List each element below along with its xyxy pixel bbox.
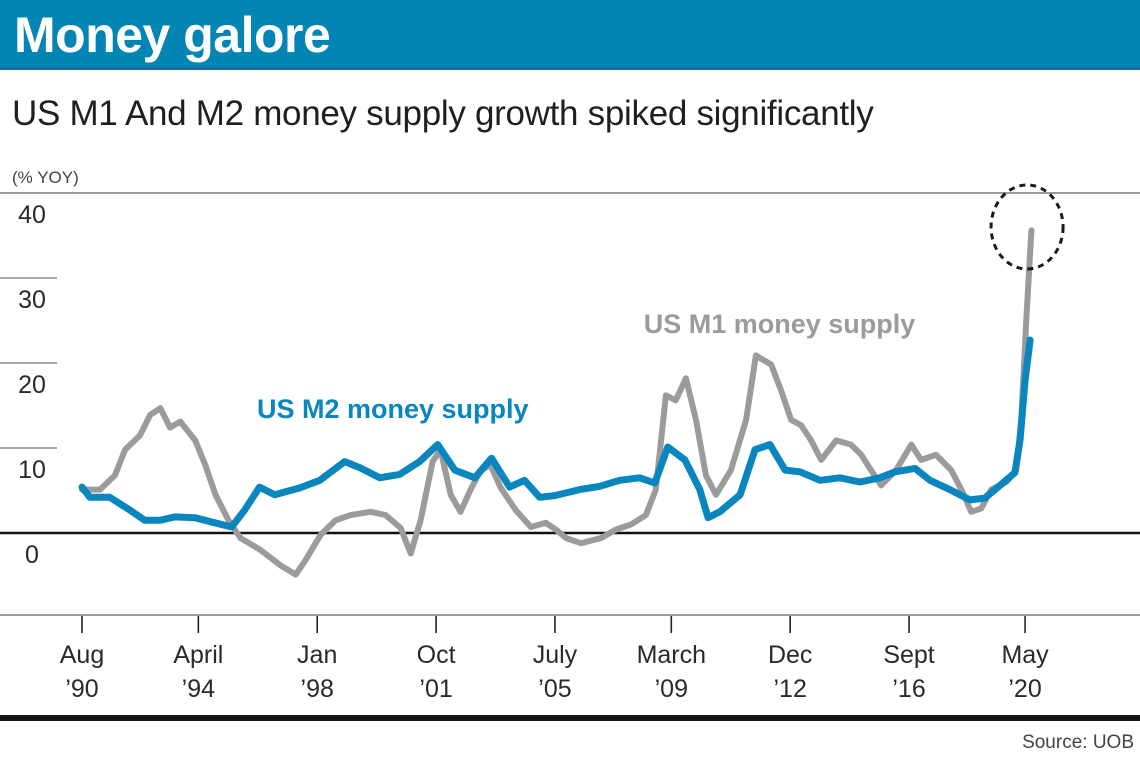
x-tick-label: Aug ’90 [27,638,137,706]
x-tick-label-month: April [173,641,224,669]
x-tick-label-month: March [636,641,707,669]
x-tick-label-month: July [532,641,578,669]
annotations [989,183,1065,271]
x-tick-label-month: Oct [416,641,456,669]
title-banner: Money galore [0,0,1140,70]
x-tick-label-year: ’16 [892,675,926,703]
x-tick-label-year: ’20 [1008,675,1042,703]
x-tick-label-year: ’05 [538,675,572,703]
x-tick-label-month: Sept [883,641,935,669]
x-tick-label: Sept ’16 [854,638,964,706]
x-tick-label-year: ’90 [65,675,99,703]
source-note: Source: UOB [1022,732,1134,753]
footer-rule [0,715,1140,721]
x-tick-label: Oct ’01 [381,638,491,706]
x-tick-label-year: ’94 [181,675,216,703]
y-tick-label: 40 [18,201,46,229]
x-tick-label: Jan ’98 [262,638,372,706]
x-tick-label-year: ’98 [300,675,334,703]
x-tick-label: Dec ’12 [735,638,845,706]
x-axis-line [0,614,1140,616]
y-tick-label: 0 [25,541,39,569]
chart-subtitle: US M1 And M2 money supply growth spiked … [12,94,874,133]
x-tick-label-year: ’09 [654,675,688,703]
peak-highlight-circle [989,183,1065,271]
x-tick-label-year: ’01 [419,675,453,703]
y-axis-unit-label: (% YOY) [12,168,79,187]
x-tick-label: April ’94 [143,638,253,706]
x-tick-label: July ’05 [500,638,610,706]
plot-top-rule [0,192,1140,194]
x-tick-label-month: Aug [59,641,105,669]
y-tick-label: 10 [18,456,46,484]
x-tick-label: March ’09 [616,638,726,706]
series-lines [78,227,1035,578]
x-tick-label: May ’20 [970,638,1080,706]
x-tick-label-month: Jan [297,641,338,669]
y-tick-label: 20 [18,371,46,399]
series-label-m1: US M1 money supply [643,308,916,339]
y-tick-label: 30 [18,286,46,314]
x-axis-ticks [81,616,1026,633]
x-tick-label-month: May [1001,641,1049,669]
series-label-m2: US M2 money supply [256,393,529,424]
series-line-m2 [78,336,1034,531]
chart-title: Money galore [14,7,331,63]
x-tick-label-year: ’12 [773,675,807,703]
y-gridlines [0,277,57,449]
x-tick-label-month: Dec [767,641,813,669]
